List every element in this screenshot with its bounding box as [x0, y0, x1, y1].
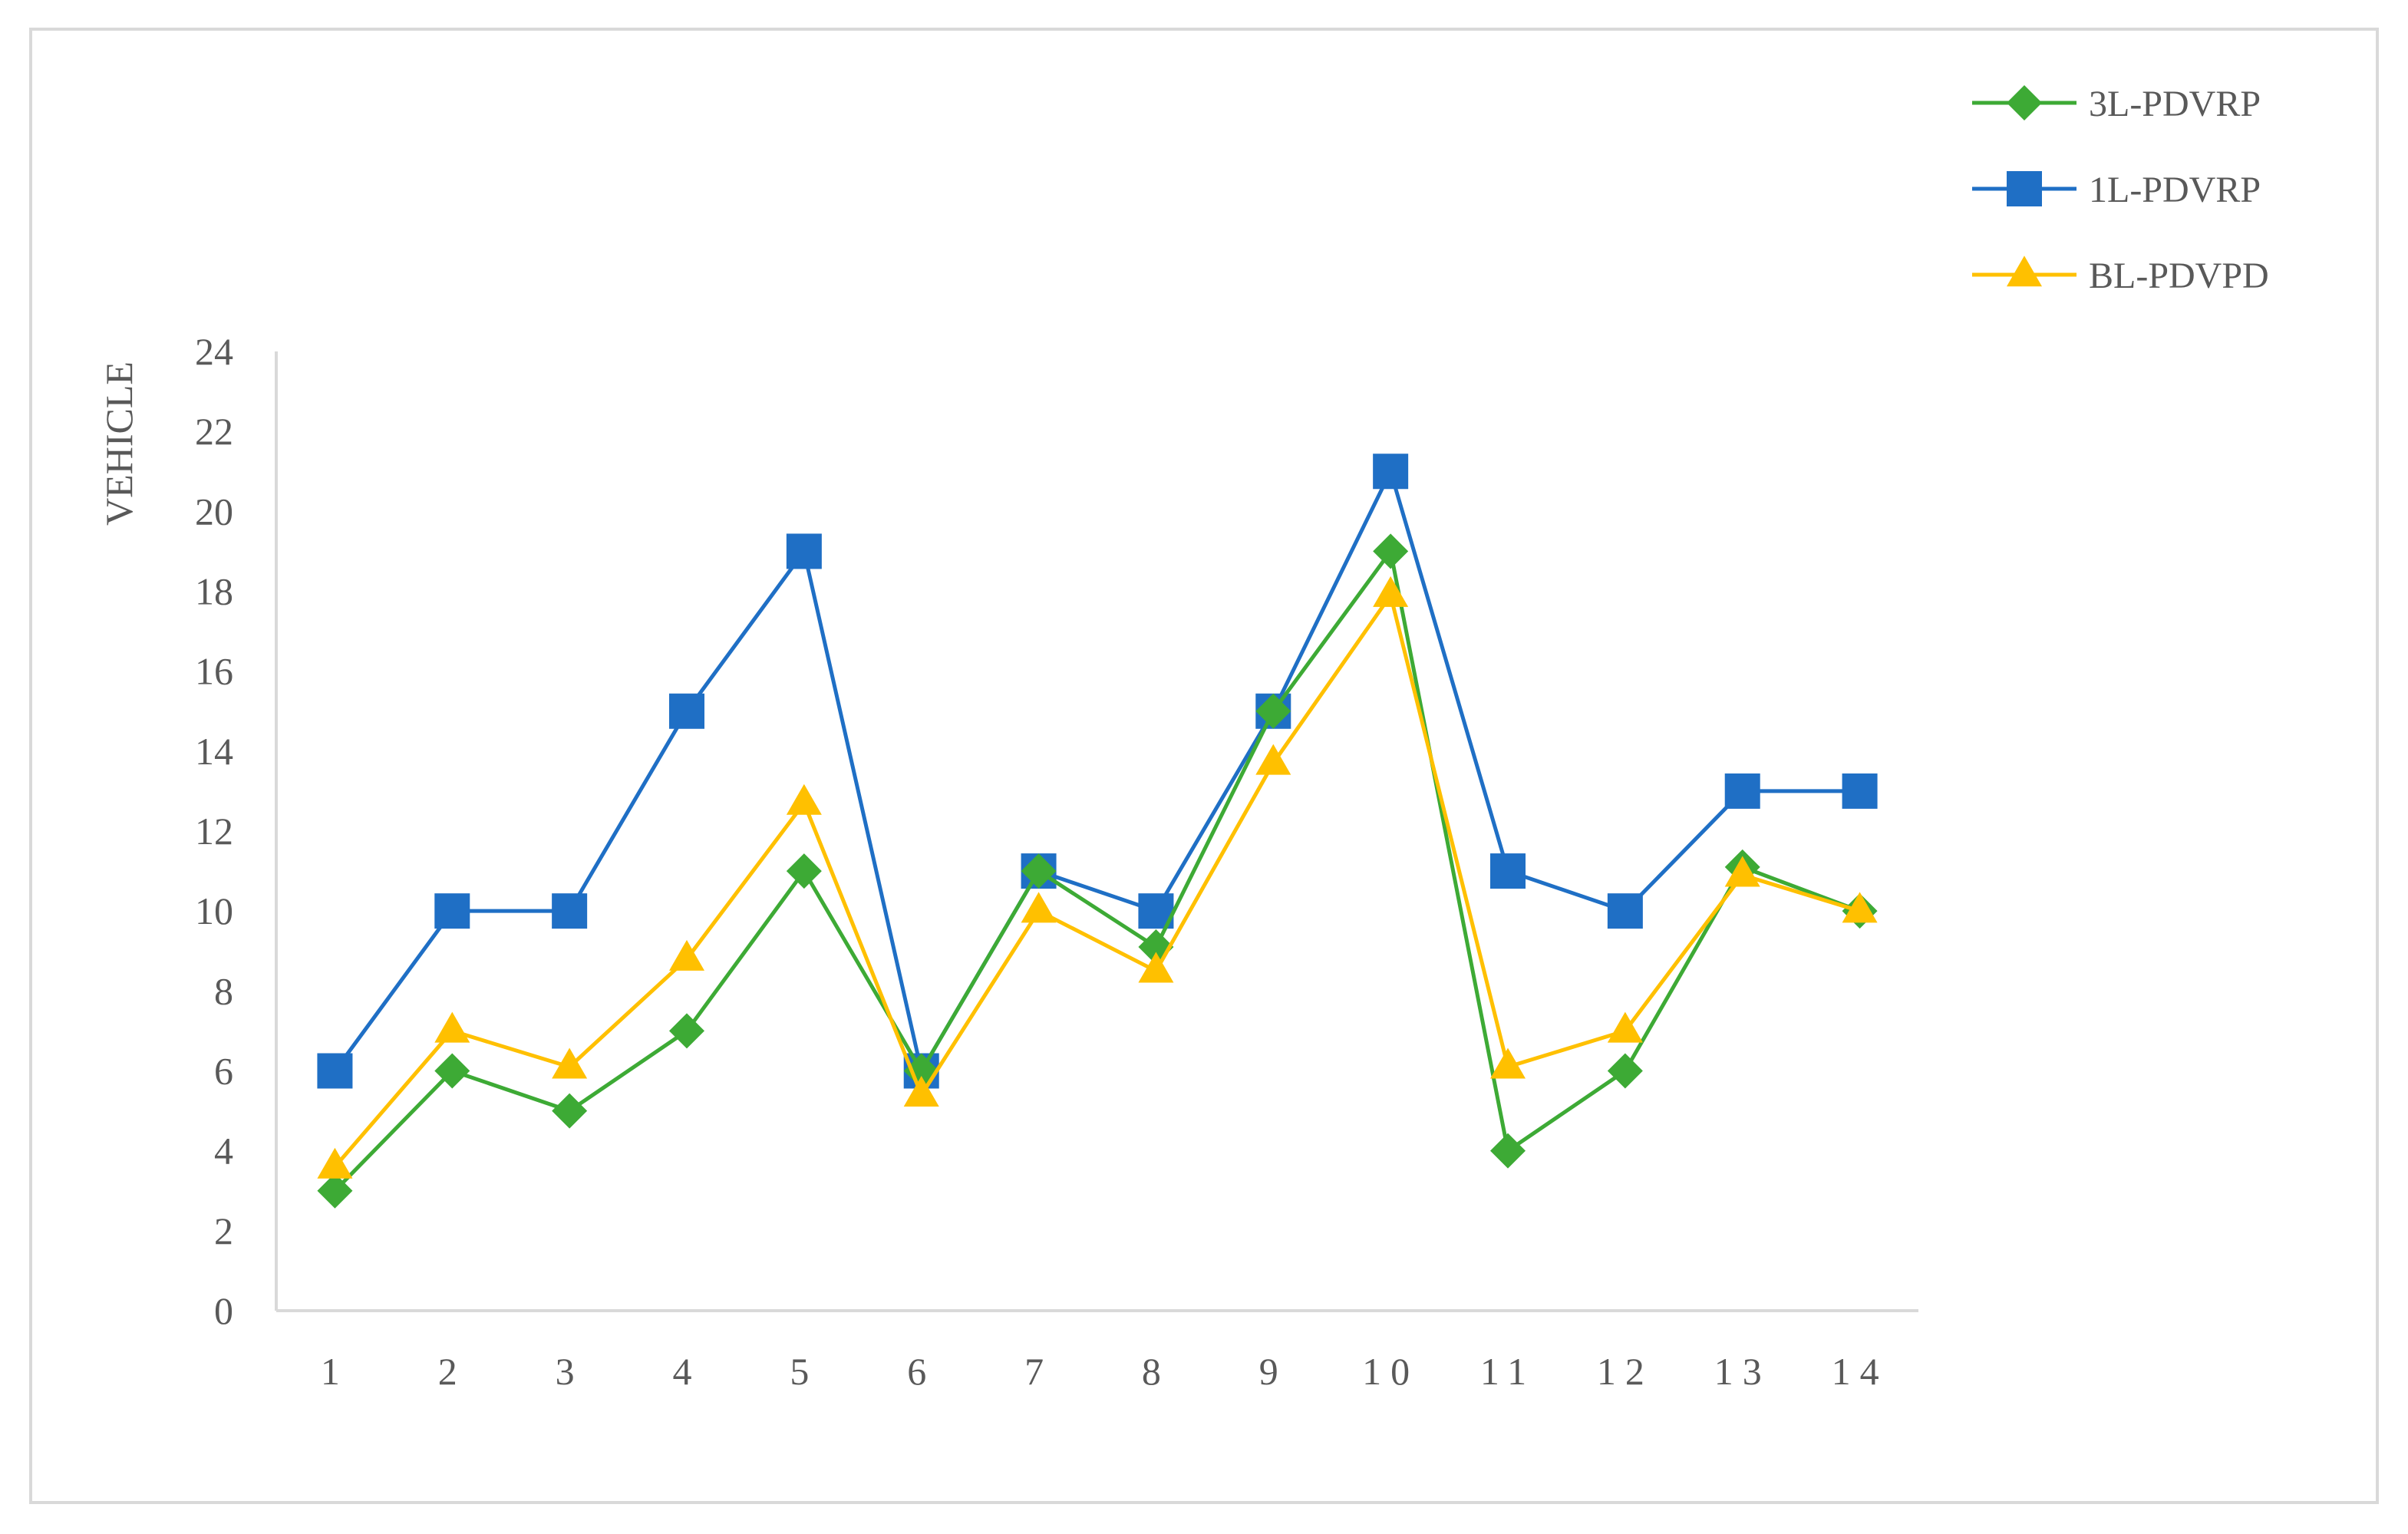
series-line-1l-pdvrp	[333, 469, 1860, 1073]
x-tick-label: 4	[673, 1350, 701, 1393]
data-point-1l-pdvrp	[1842, 773, 1878, 809]
x-tick-label: 10	[1362, 1350, 1419, 1393]
y-tick-label: 18	[195, 570, 233, 613]
y-tick-label: 12	[195, 810, 233, 853]
data-point-1l-pdvrp	[786, 533, 822, 569]
data-point-bl-pdvpd	[1021, 892, 1057, 923]
x-tick-label: 9	[1259, 1350, 1288, 1393]
x-tick-label: 7	[1024, 1350, 1053, 1393]
y-tick-label: 24	[195, 330, 233, 373]
data-point-bl-pdvpd	[786, 783, 822, 815]
data-point-3l-pdvrp	[786, 853, 822, 889]
y-tick-label: 14	[195, 730, 233, 773]
data-point-1l-pdvrp	[1490, 853, 1526, 889]
legend-marker	[2007, 85, 2042, 120]
x-tick-label: 13	[1714, 1350, 1771, 1393]
data-point-1l-pdvrp	[317, 1053, 353, 1089]
series-bl-pdvpd	[317, 576, 1878, 1179]
y-tick-label: 4	[214, 1130, 233, 1173]
data-point-1l-pdvrp	[1724, 773, 1760, 809]
data-point-bl-pdvpd	[1255, 744, 1291, 775]
legend-item-1l-pdvrp: 1L-PDVRP	[1972, 170, 2261, 210]
data-point-bl-pdvpd	[552, 1047, 588, 1079]
y-tick-label: 22	[195, 410, 233, 453]
data-point-bl-pdvpd	[1138, 952, 1174, 983]
y-tick-label: 10	[195, 889, 233, 932]
x-tick-label: 14	[1832, 1350, 1888, 1393]
data-point-1l-pdvrp	[552, 893, 588, 929]
legend-marker	[2007, 171, 2042, 206]
x-tick-label: 8	[1142, 1350, 1170, 1393]
data-point-3l-pdvrp	[1021, 853, 1057, 889]
data-point-3l-pdvrp	[1255, 693, 1291, 729]
x-tick-label: 2	[438, 1350, 467, 1393]
series-group	[317, 454, 1878, 1209]
data-point-3l-pdvrp	[552, 1093, 588, 1129]
data-point-3l-pdvrp	[1373, 533, 1409, 569]
series-line-bl-pdvpd	[333, 593, 1861, 1169]
data-point-3l-pdvrp	[317, 1173, 353, 1209]
y-tick-label: 20	[195, 490, 233, 533]
data-point-bl-pdvpd	[1842, 892, 1878, 923]
legend-label: 1L-PDVRP	[2089, 170, 2261, 210]
y-tick-label: 8	[214, 969, 233, 1012]
series-line-3l-pdvrp	[333, 549, 1861, 1193]
legend-label: 3L-PDVRP	[2089, 84, 2261, 124]
x-tick-label: 12	[1597, 1350, 1654, 1393]
data-point-bl-pdvpd	[317, 1147, 353, 1179]
data-point-bl-pdvpd	[434, 1011, 470, 1043]
y-tick-label: 6	[214, 1050, 233, 1093]
legend-item-3l-pdvrp: 3L-PDVRP	[1972, 84, 2261, 124]
x-tick-label: 5	[790, 1350, 818, 1393]
x-tick-label: 3	[556, 1350, 584, 1393]
y-tick-label: 2	[214, 1209, 233, 1252]
data-point-3l-pdvrp	[1490, 1133, 1526, 1169]
data-point-1l-pdvrp	[1607, 893, 1643, 929]
series-3l-pdvrp	[317, 533, 1878, 1209]
data-point-3l-pdvrp	[1607, 1053, 1643, 1089]
data-point-bl-pdvpd	[669, 939, 704, 971]
y-tick-label: 16	[195, 650, 233, 693]
legend-label: BL-PDVPD	[2089, 256, 2269, 296]
x-tick-label: 11	[1480, 1350, 1536, 1393]
data-point-1l-pdvrp	[434, 893, 470, 929]
series-1l-pdvrp	[317, 454, 1878, 1089]
data-point-bl-pdvpd	[1373, 576, 1409, 607]
chart-frame	[29, 28, 2379, 1504]
y-tick-label: 0	[214, 1289, 233, 1332]
data-point-3l-pdvrp	[434, 1053, 470, 1089]
data-point-bl-pdvpd	[1724, 856, 1760, 887]
data-point-1l-pdvrp	[669, 693, 704, 729]
data-point-3l-pdvrp	[669, 1013, 704, 1049]
y-axis-title: VEHICLE	[97, 361, 140, 526]
legend-marker	[2007, 256, 2042, 287]
data-point-bl-pdvpd	[1490, 1047, 1526, 1079]
x-tick-label: 6	[907, 1350, 935, 1393]
data-point-bl-pdvpd	[1607, 1011, 1643, 1043]
x-tick-label: 1	[321, 1350, 349, 1393]
data-point-bl-pdvpd	[903, 1075, 939, 1107]
legend-item-bl-pdvpd: BL-PDVPD	[1972, 256, 2269, 296]
legend: 3L-PDVRP 1L-PDVRP BL-PDVPD	[1972, 84, 2269, 296]
data-point-1l-pdvrp	[1373, 454, 1409, 490]
